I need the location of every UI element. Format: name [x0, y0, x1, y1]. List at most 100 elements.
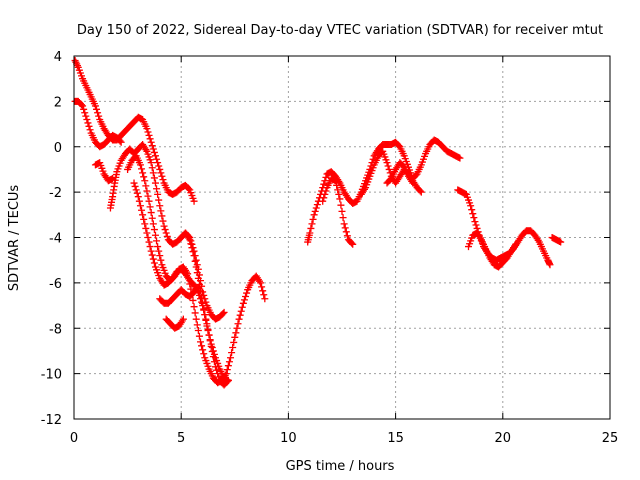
data-point	[155, 247, 163, 255]
data-point	[133, 189, 141, 197]
data-point	[156, 252, 164, 260]
data-point	[146, 203, 154, 211]
data-point	[144, 234, 152, 241]
data-point	[155, 162, 163, 170]
data-point	[148, 164, 156, 172]
data-point	[80, 105, 88, 113]
data-point	[193, 321, 201, 329]
x-tick-label: 10	[280, 431, 297, 446]
data-point	[146, 243, 154, 251]
data-point	[193, 269, 201, 277]
data-point	[320, 194, 328, 202]
data-point	[200, 305, 208, 313]
data-point	[156, 202, 164, 210]
data-point	[84, 119, 92, 127]
data-point	[147, 159, 155, 167]
data-point	[468, 206, 476, 214]
data-point	[469, 210, 477, 218]
data-point	[158, 212, 166, 220]
data-point	[220, 308, 228, 316]
data-point	[335, 190, 343, 198]
data-point	[243, 289, 251, 297]
data-point	[467, 202, 475, 210]
data-point	[332, 177, 340, 185]
data-point	[143, 187, 151, 195]
data-point	[384, 162, 392, 170]
data-point	[148, 142, 156, 150]
data-point	[142, 182, 150, 190]
data-point	[187, 240, 195, 248]
data-point	[116, 137, 124, 145]
x-tick-label: 5	[177, 431, 185, 446]
data-point	[202, 316, 210, 324]
data-point	[143, 125, 151, 133]
data-point	[306, 229, 314, 237]
data-point	[192, 263, 200, 271]
data-point	[158, 172, 166, 180]
data-point	[148, 214, 156, 222]
data-point	[546, 261, 554, 269]
data-point	[151, 152, 159, 160]
data-point	[188, 244, 196, 252]
data-point	[339, 214, 347, 222]
data-point	[159, 176, 167, 184]
data-point	[136, 202, 144, 210]
y-tick-label: -8	[49, 322, 62, 337]
data-point	[232, 329, 240, 337]
data-point	[259, 287, 267, 295]
data-point	[215, 373, 223, 381]
data-point	[159, 217, 167, 225]
data-point	[147, 247, 155, 255]
data-point	[557, 238, 565, 246]
data-point	[210, 350, 218, 358]
data-point	[239, 299, 247, 307]
x-tick-label: 25	[602, 431, 619, 446]
data-point	[261, 295, 269, 303]
y-tick-label: 4	[54, 50, 62, 65]
data-point	[82, 112, 90, 120]
data-point	[149, 220, 157, 228]
data-point	[194, 274, 202, 282]
data-point	[154, 190, 162, 198]
x-tick-label: 15	[387, 431, 404, 446]
data-point	[190, 303, 198, 311]
data-point	[348, 239, 356, 247]
data-point	[312, 204, 320, 212]
data-point	[179, 315, 187, 323]
data-point	[150, 148, 158, 156]
data-point	[470, 214, 478, 222]
data-point	[238, 303, 246, 311]
data-point	[95, 112, 103, 120]
data-point	[209, 347, 217, 355]
data-point	[186, 236, 194, 244]
data-point	[409, 179, 417, 187]
x-axis-label: GPS time / hours	[286, 459, 395, 474]
data-point	[83, 116, 91, 124]
data-point	[195, 332, 203, 340]
data-point	[139, 169, 147, 177]
data-point	[151, 231, 159, 239]
data-point	[219, 310, 227, 318]
data-point	[153, 237, 161, 245]
data-point	[224, 362, 232, 370]
data-point	[153, 185, 161, 193]
data-point	[227, 354, 235, 362]
data-point	[333, 181, 341, 189]
y-tick-label: 2	[54, 95, 62, 110]
data-point	[456, 154, 464, 162]
data-point	[416, 187, 424, 195]
data-point	[185, 185, 193, 193]
data-point	[349, 240, 357, 248]
data-point	[160, 222, 168, 230]
data-point	[156, 165, 164, 173]
data-point	[223, 366, 231, 374]
data-point	[322, 187, 330, 195]
data-point	[86, 126, 94, 134]
data-point	[337, 201, 345, 209]
data-point	[154, 243, 162, 251]
y-tick-label: -12	[41, 413, 62, 428]
data-point	[149, 145, 157, 153]
y-tick-label: -10	[41, 368, 62, 383]
data-point	[309, 215, 317, 223]
data-point	[149, 169, 157, 177]
